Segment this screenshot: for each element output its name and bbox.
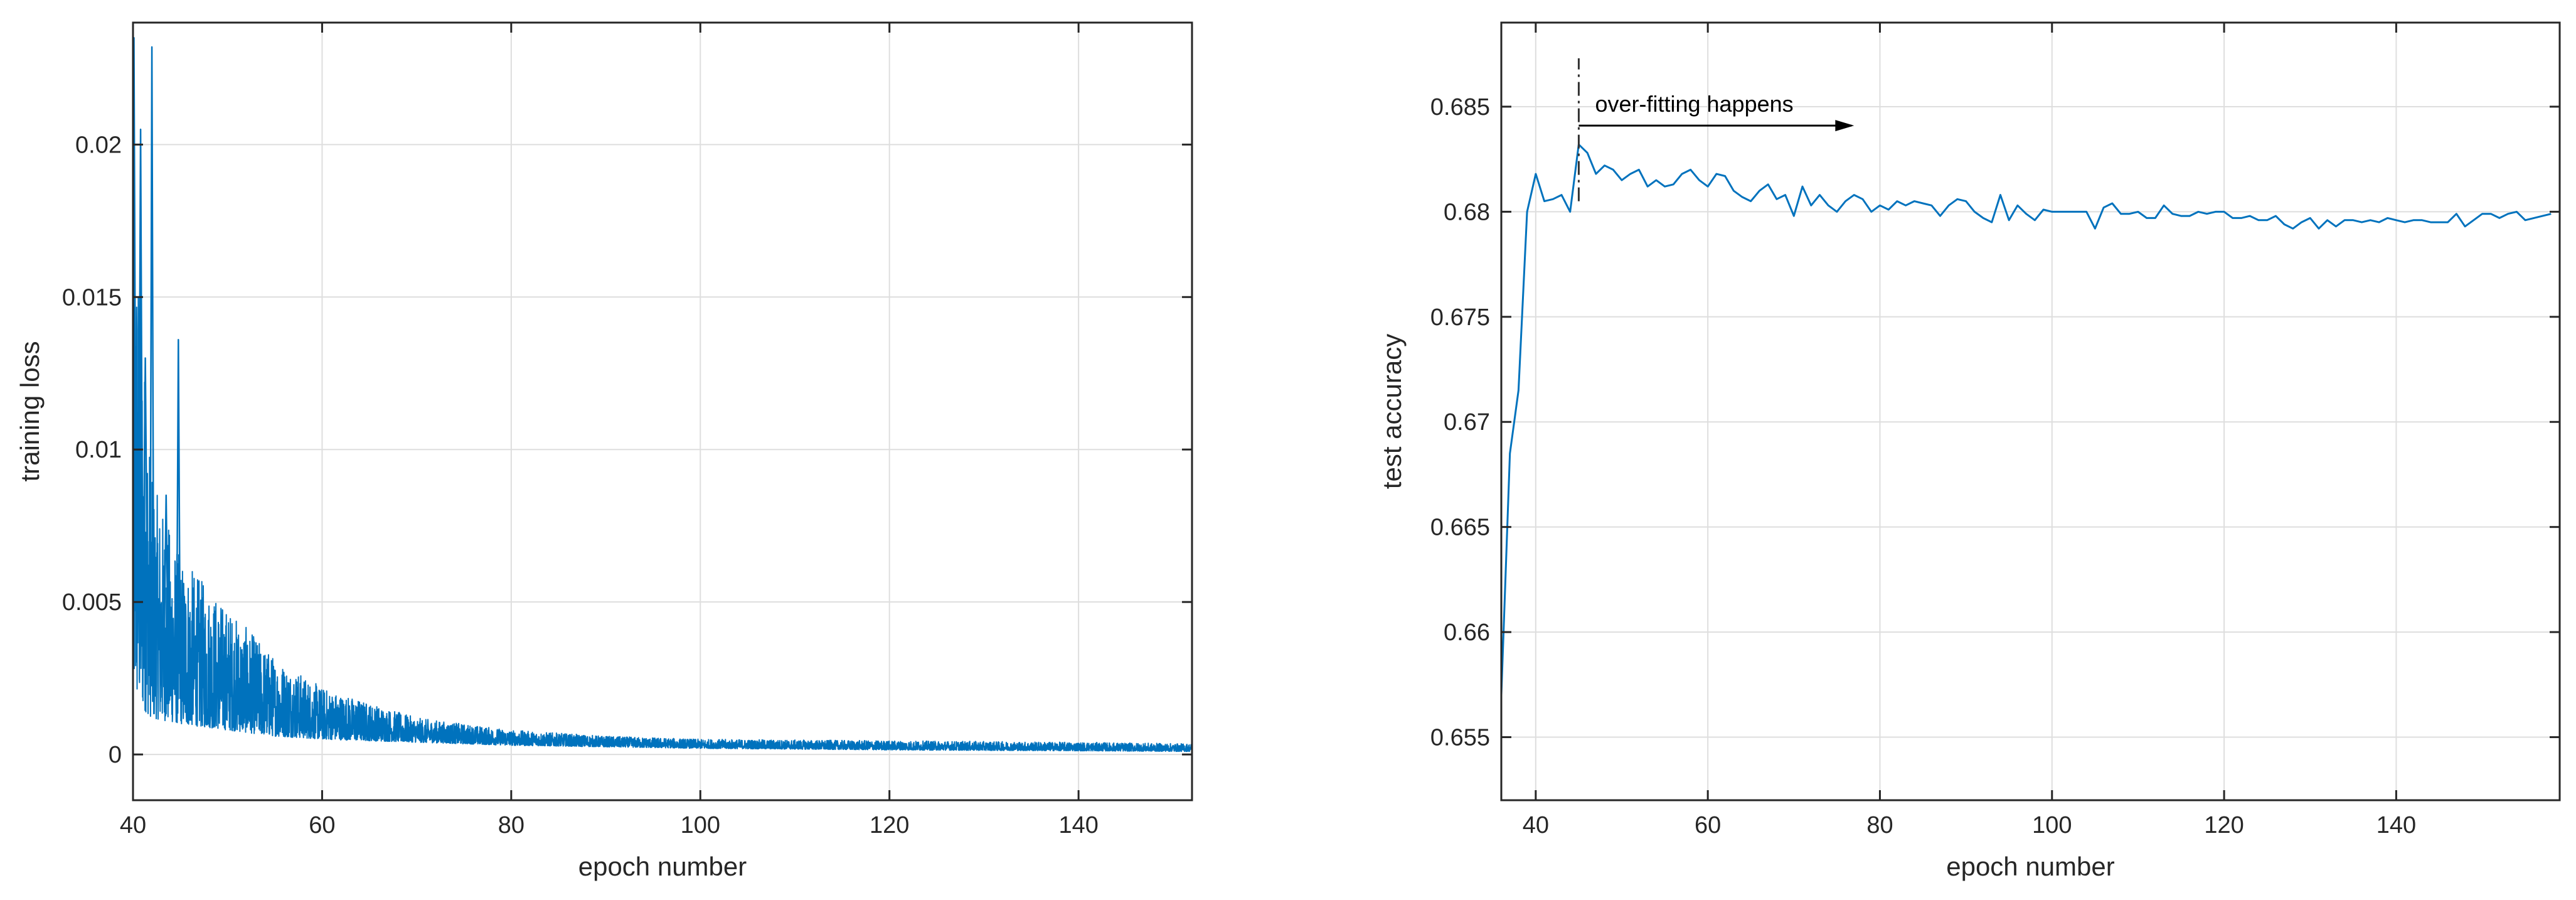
grid	[1501, 23, 2560, 800]
y-tick-label: 0.02	[75, 132, 122, 158]
x-axis-label: epoch number	[1946, 852, 2115, 881]
loss-spike	[142, 357, 148, 559]
x-tick-label: 80	[1866, 812, 1893, 838]
loss-spike	[176, 339, 181, 653]
training-loss-line	[133, 158, 1192, 753]
y-axis-label: test accuracy	[1377, 334, 1407, 489]
y-axis-label: training loss	[15, 341, 45, 481]
loss-spike	[163, 494, 169, 636]
y-tick-label: 0.005	[62, 589, 122, 616]
x-tick-label: 120	[2204, 812, 2243, 838]
x-tick-label: 40	[120, 812, 146, 838]
x-tick-label: 40	[1523, 812, 1549, 838]
y-tick-label: 0.68	[1444, 199, 1490, 225]
y-tick-label: 0.655	[1430, 725, 1490, 751]
y-tick-label: 0.015	[62, 284, 122, 311]
loss-spike	[138, 128, 144, 517]
overfitting-annotation: over-fitting happens	[1577, 58, 1855, 201]
x-tick-label: 100	[2032, 812, 2072, 838]
grid	[132, 23, 1192, 800]
x-tick-label: 80	[498, 812, 524, 838]
annotation-text: over-fitting happens	[1595, 91, 1793, 117]
x-axis-label: epoch number	[578, 852, 747, 881]
plot-frame	[1500, 21, 2561, 801]
y-tick-label: 0.01	[75, 437, 122, 463]
x-tick-label: 60	[1695, 812, 1721, 838]
x-tick-label: 120	[870, 812, 909, 838]
chart-1: 40 60 80 100 120 140 0 0.005 0.01 0.015 0.02 epoch …	[15, 21, 1193, 881]
x-tick-label: 60	[309, 812, 335, 838]
x-tick-label: 140	[2376, 812, 2416, 838]
y-tick-label: 0.67	[1444, 409, 1490, 436]
plot-frame	[132, 21, 1193, 801]
y-tick-label: 0.685	[1430, 94, 1490, 121]
y-tick-label: 0.665	[1430, 515, 1490, 541]
y-tick-label: 0	[109, 742, 122, 768]
loss-spike	[149, 46, 155, 618]
x-tick-label: 140	[1058, 812, 1098, 838]
x-tick-label: 100	[681, 812, 720, 838]
annotation-arrowhead	[1835, 120, 1855, 132]
y-tick-label: 0.675	[1430, 304, 1490, 331]
test-accuracy-line	[1501, 143, 2552, 695]
y-tick-label: 0.66	[1444, 619, 1490, 646]
chart-2: 40 60 80 100 120 140 0.655 0.66 0.665 0.67 0.675 0.…	[1377, 21, 2561, 881]
